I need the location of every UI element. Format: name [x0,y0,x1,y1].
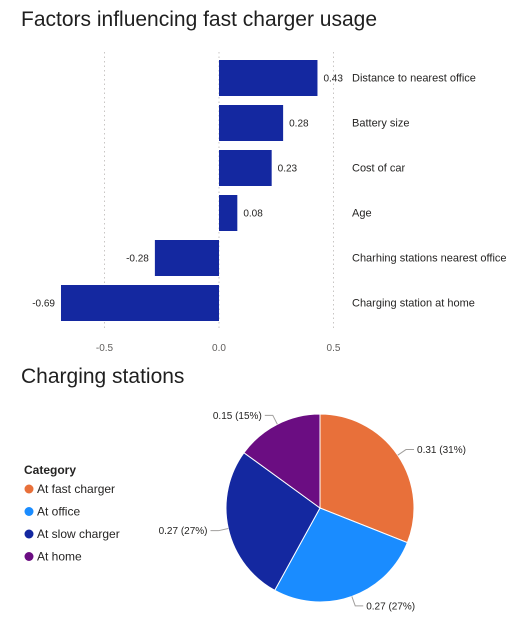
x-tick-label: 0.5 [327,343,341,354]
pie-data-label: 0.27 (27%) [159,526,208,537]
bar [219,60,318,96]
category-label: Charhing stations nearest office [352,253,507,265]
bar-data-label: -0.69 [32,299,55,310]
bar-chart-title: Factors influencing fast charger usage [21,8,378,31]
bar [154,240,219,276]
category-label: Age [352,208,372,220]
bar-data-label: -0.28 [126,254,149,265]
bar-data-label: 0.28 [289,119,309,130]
legend-marker [24,529,34,539]
x-tick-label: 0.0 [212,343,226,354]
bar [219,150,272,186]
pie-leader-line [351,596,364,607]
x-tick-label: -0.5 [96,343,114,354]
bar [219,195,238,231]
pie-slice [243,413,321,509]
legend-item-label: At slow charger [37,527,120,541]
pie-data-label: 0.27 (27%) [366,601,415,612]
pie-leader-line [264,414,278,425]
category-label: Distance to nearest office [352,73,476,85]
bar-data-label: 0.43 [323,74,343,85]
bar-data-label: 0.08 [243,209,263,220]
pie-slice [319,413,415,544]
legend-marker [24,507,34,516]
category-label: Charging station at home [352,298,475,310]
category-label: Cost of car [352,163,406,175]
bar [219,105,284,141]
bar-chart: -0.5 0.0 0.5 0.43 Distance to nearest office… [32,52,507,354]
pie-leader-line [210,528,229,532]
pie-chart: Category At fast charger At office At slow … [24,411,466,613]
pie-data-label: 0.31 (31%) [417,445,466,456]
legend-item-label: At fast charger [37,482,115,496]
legend-marker [24,552,34,561]
bar [60,285,219,321]
pie-data-label: 0.15 (15%) [213,411,262,422]
legend-marker [24,484,34,494]
category-label: Battery size [352,118,409,130]
legend-item-label: At office [37,505,80,519]
pie-chart-title: Charging stations [21,365,185,388]
pie-leader-line [397,449,415,456]
legend-item-label: At home [37,550,82,564]
bar-data-label: 0.23 [278,164,298,175]
legend-title: Category [24,463,76,477]
